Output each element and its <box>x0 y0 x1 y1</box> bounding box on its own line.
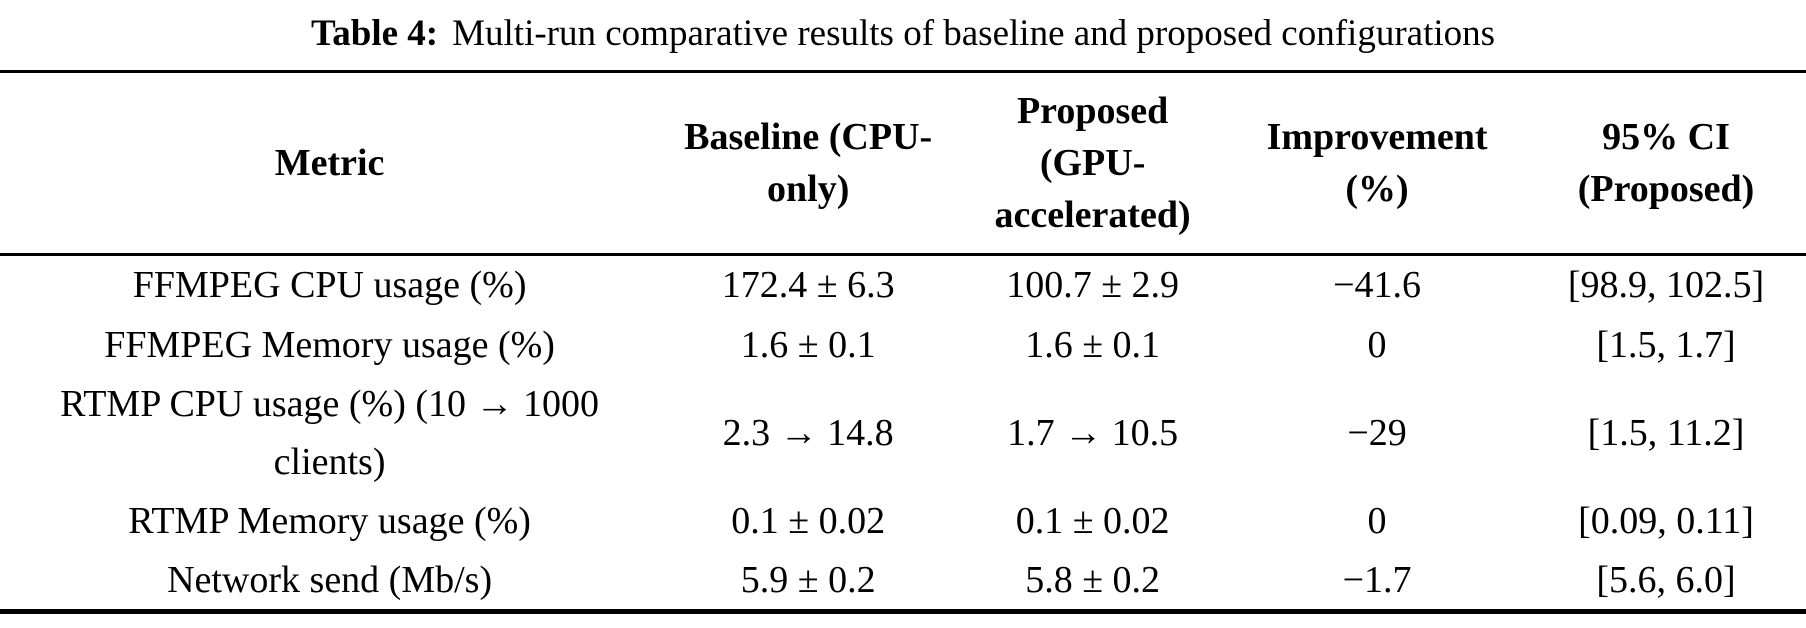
table-caption-label: Table 4: <box>310 13 439 54</box>
cell-proposed: 1.7 → 10.5 <box>1007 411 1179 454</box>
header-row: Metric Baseline (CPU-only) Proposed (GPU… <box>0 71 1806 256</box>
cell-baseline: 5.9 ± 0.2 <box>740 558 876 601</box>
col-header-ci: 95% CI (Proposed) <box>1526 71 1806 256</box>
cell-metric: FFMPEG CPU usage (%) <box>132 264 527 307</box>
table-row: RTMP CPU usage (%) (10 → 1000 clients) 2… <box>0 375 1806 491</box>
cell-metric: RTMP CPU usage (%) (10 → 1000 clients) <box>60 382 600 483</box>
col-header-metric: Metric <box>0 71 660 256</box>
results-table: Metric Baseline (CPU-only) Proposed (GPU… <box>0 70 1806 614</box>
cell-improvement: 0 <box>1367 323 1387 366</box>
table-caption: Table 4: Multi-run comparative results of… <box>0 0 1806 70</box>
cell-improvement: 0 <box>1367 499 1387 542</box>
col-header-improvement: Improvement (%) <box>1228 71 1527 256</box>
cell-improvement: −41.6 <box>1333 264 1422 307</box>
cell-proposed: 1.6 ± 0.1 <box>1025 323 1161 366</box>
col-header-baseline: Baseline (CPU-only) <box>659 71 958 256</box>
cell-proposed: 100.7 ± 2.9 <box>1006 264 1180 307</box>
cell-ci: [0.09, 0.11] <box>1578 499 1754 542</box>
cell-metric: RTMP Memory usage (%) <box>128 499 531 542</box>
table-caption-text: Multi-run comparative results of baselin… <box>452 13 1496 54</box>
results-table-body: FFMPEG CPU usage (%) 172.4 ± 6.3 100.7 ±… <box>0 255 1806 612</box>
cell-proposed: 0.1 ± 0.02 <box>1015 499 1170 542</box>
cell-ci: [5.6, 6.0] <box>1596 558 1736 601</box>
cell-baseline: 2.3 → 14.8 <box>722 411 894 454</box>
cell-improvement: −1.7 <box>1342 558 1412 601</box>
table-row: Network send (Mb/s) 5.9 ± 0.2 5.8 ± 0.2 … <box>0 551 1806 612</box>
cell-metric: FFMPEG Memory usage (%) <box>104 323 555 366</box>
cell-baseline: 172.4 ± 6.3 <box>721 264 895 307</box>
table-row: FFMPEG CPU usage (%) 172.4 ± 6.3 100.7 ±… <box>0 255 1806 315</box>
cell-metric: Network send (Mb/s) <box>167 558 493 601</box>
cell-ci: [1.5, 11.2] <box>1587 411 1745 454</box>
cell-proposed: 5.8 ± 0.2 <box>1025 558 1161 601</box>
table-row: FFMPEG Memory usage (%) 1.6 ± 0.1 1.6 ± … <box>0 315 1806 375</box>
col-header-proposed: Proposed (GPU-accelerated) <box>957 71 1229 256</box>
results-table-header: Metric Baseline (CPU-only) Proposed (GPU… <box>0 71 1806 256</box>
cell-ci: [1.5, 1.7] <box>1596 323 1736 366</box>
cell-baseline: 1.6 ± 0.1 <box>740 323 876 366</box>
table-row: RTMP Memory usage (%) 0.1 ± 0.02 0.1 ± 0… <box>0 491 1806 551</box>
cell-improvement: −29 <box>1347 411 1407 454</box>
cell-baseline: 0.1 ± 0.02 <box>731 499 886 542</box>
cell-ci: [98.9, 102.5] <box>1567 264 1765 307</box>
